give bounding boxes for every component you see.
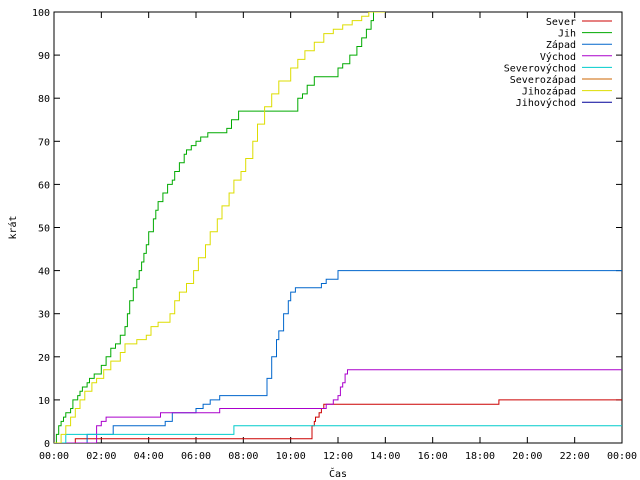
legend-label: Jih <box>558 29 576 40</box>
legend-label: Východ <box>540 51 576 63</box>
y-axis-title: krát <box>7 215 19 239</box>
legend-label: Jihozápad <box>522 86 576 98</box>
series-line-0 <box>54 399 622 443</box>
y-tick-label: 100 <box>32 8 50 19</box>
x-tick-label: 22:00 <box>560 451 590 462</box>
legend-label: Jihovýchod <box>516 97 576 109</box>
x-tick-label: 10:00 <box>276 451 306 462</box>
x-tick-label: 00:00 <box>39 451 69 462</box>
series-line-2 <box>54 270 622 443</box>
series-line-6 <box>54 12 386 443</box>
y-tick-label: 50 <box>38 224 50 235</box>
legend: SeverJihZápadVýchodSeverovýchodSeverozáp… <box>504 17 612 109</box>
x-tick-label: 04:00 <box>134 451 164 462</box>
x-tick-label: 18:00 <box>465 451 495 462</box>
x-tick-label: 08:00 <box>228 451 258 462</box>
legend-label: Severozápad <box>510 74 576 86</box>
x-tick-label: 16:00 <box>418 451 448 462</box>
x-axis-title: Čas <box>329 467 347 480</box>
y-tick-label: 20 <box>38 353 50 364</box>
series-line-4 <box>54 425 622 443</box>
legend-label: Severovýchod <box>504 62 576 74</box>
x-tick-label: 14:00 <box>370 451 400 462</box>
x-tick-label: 20:00 <box>512 451 542 462</box>
x-tick-label: 00:00 <box>607 451 637 462</box>
y-tick-label: 0 <box>44 439 50 450</box>
series-line-3 <box>54 369 622 443</box>
y-tick-label: 10 <box>38 396 50 407</box>
legend-label: Sever <box>546 17 576 28</box>
legend-label: Západ <box>546 39 576 51</box>
axis-ticks: 0 10 20 30 40 50 60 70 80 90 100 00:00 02:00 04:00 06:… <box>32 8 637 462</box>
y-tick-label: 40 <box>38 267 50 278</box>
y-tick-label: 70 <box>38 137 50 148</box>
series-lines <box>54 12 622 443</box>
x-tick-label: 06:00 <box>181 451 211 462</box>
series-line-1 <box>54 12 386 443</box>
x-tick-label: 12:00 <box>323 451 353 462</box>
y-tick-label: 30 <box>38 310 50 321</box>
y-tick-label: 60 <box>38 180 50 191</box>
x-tick-label: 02:00 <box>86 451 116 462</box>
y-tick-label: 90 <box>38 51 50 62</box>
y-tick-label: 80 <box>38 94 50 105</box>
